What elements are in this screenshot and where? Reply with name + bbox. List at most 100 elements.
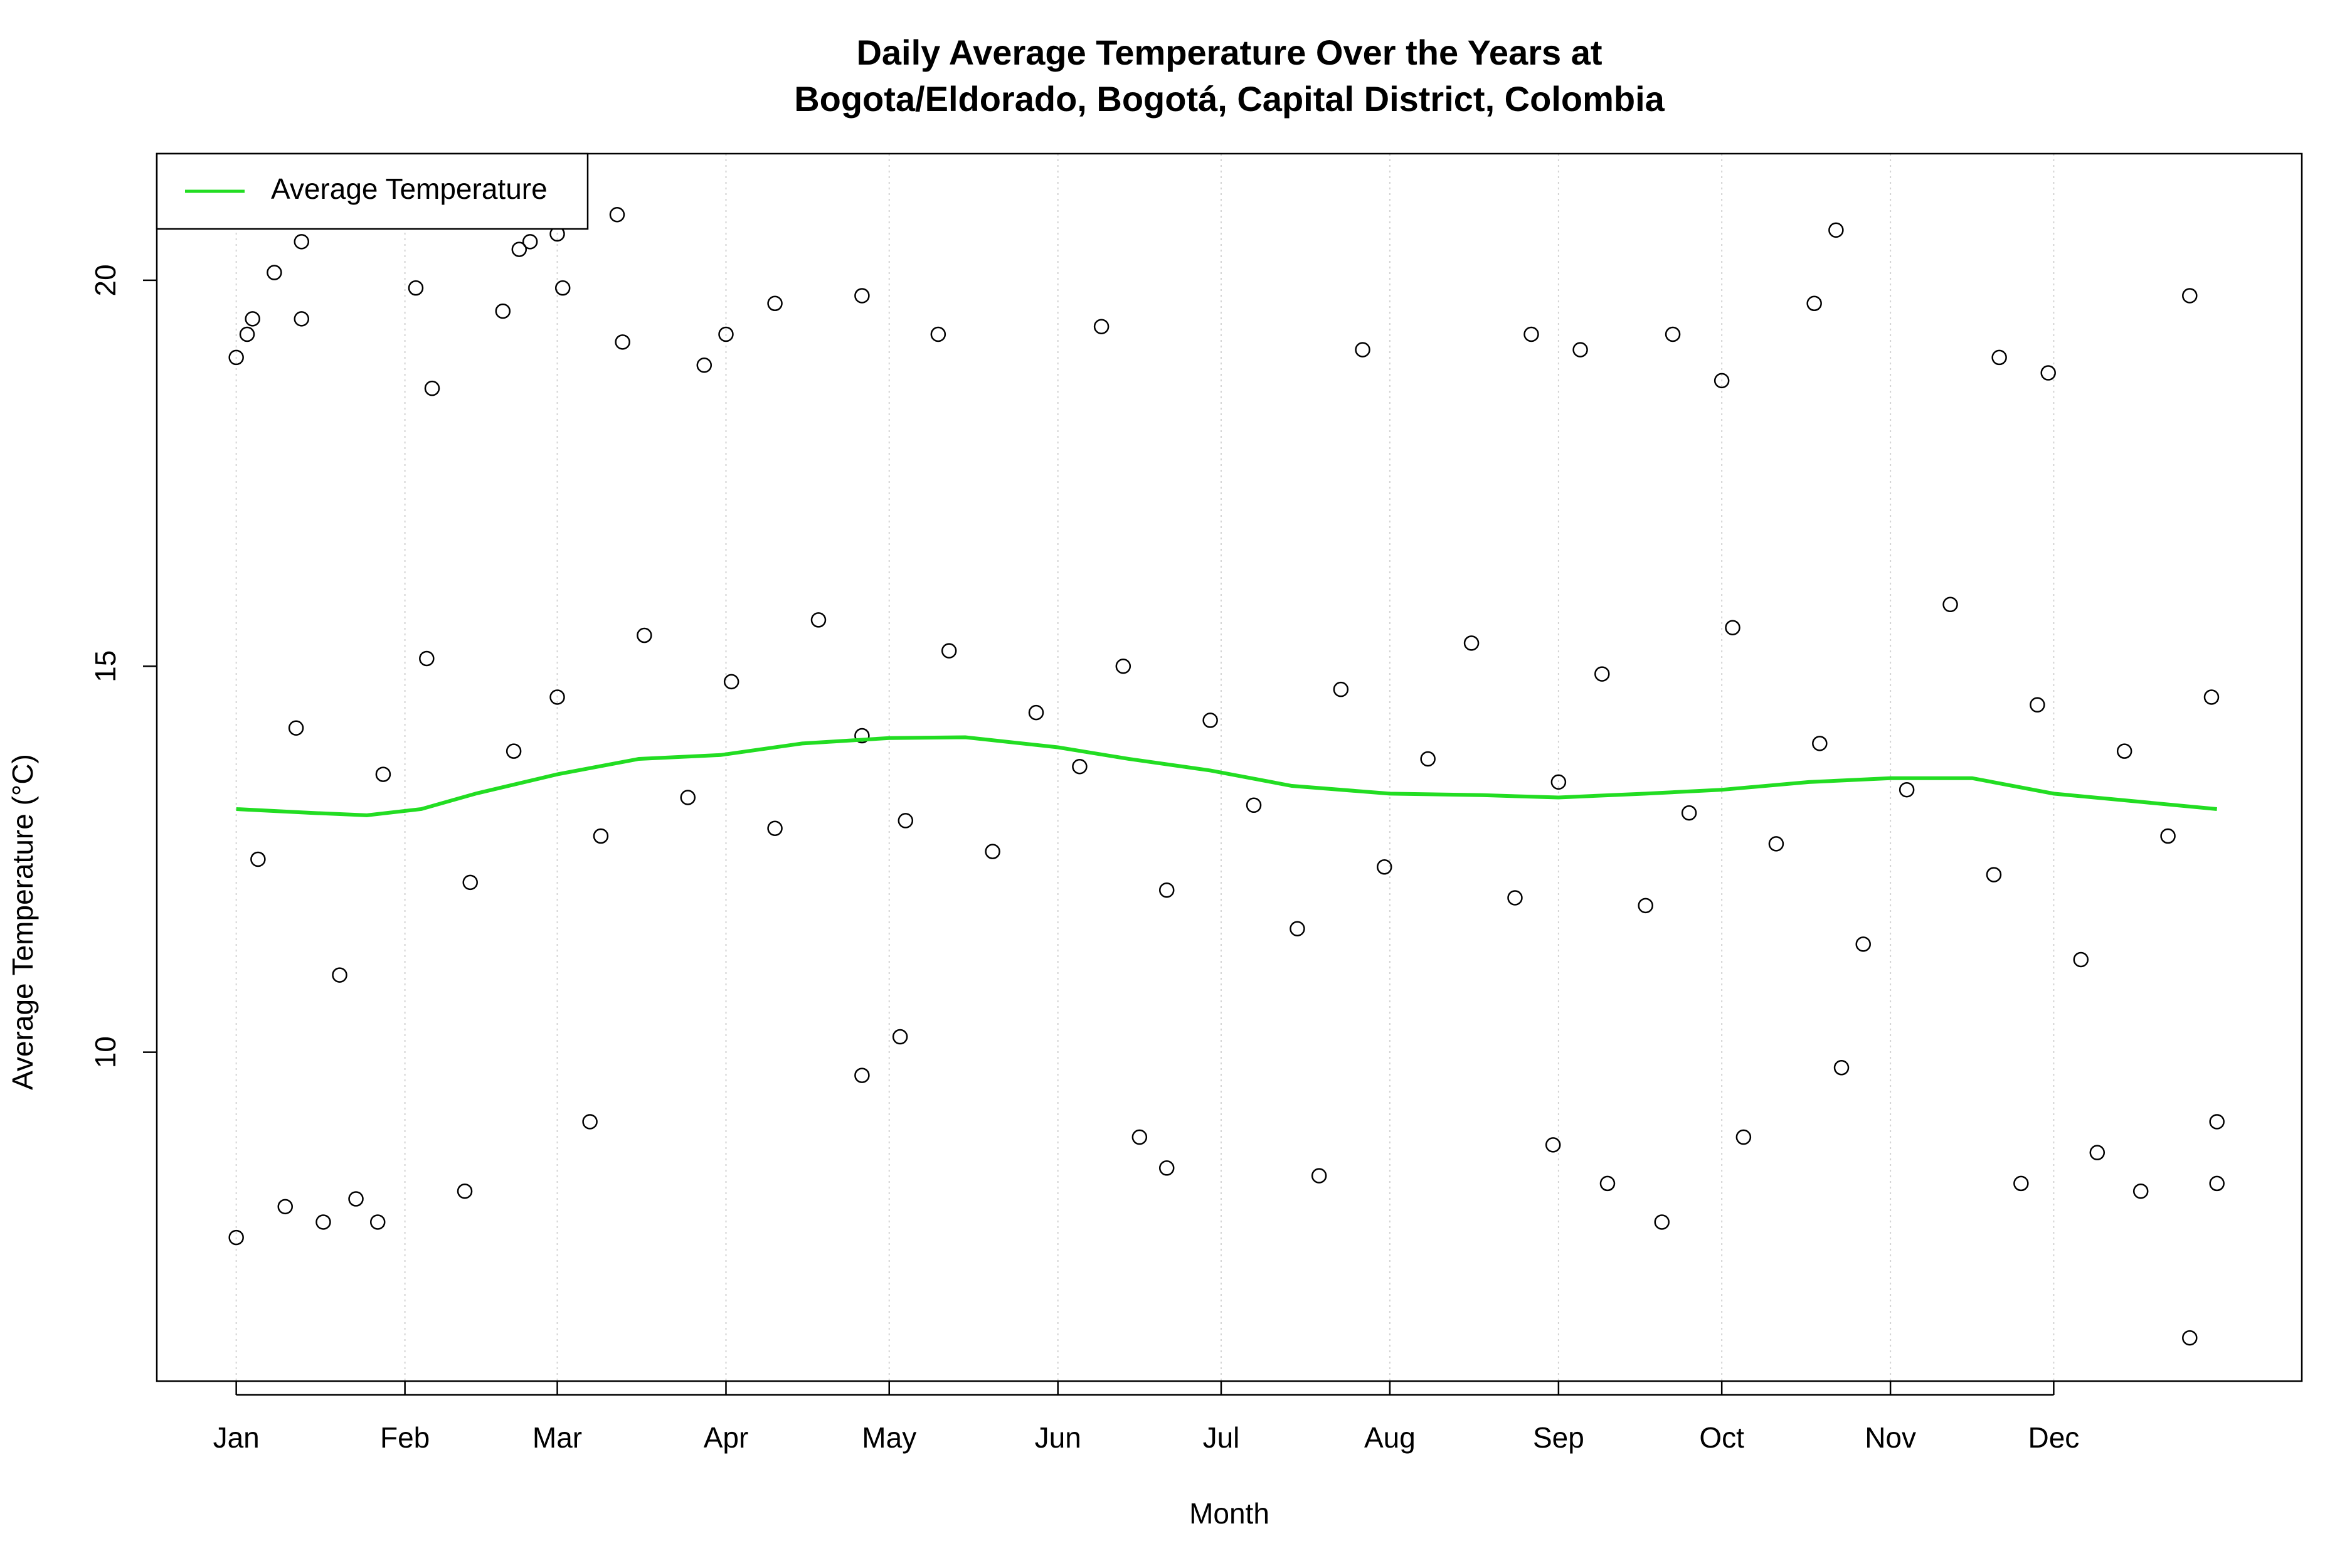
data-point — [315, 1214, 331, 1230]
data-point — [1654, 1214, 1670, 1230]
data-point — [1463, 635, 1480, 651]
data-point — [854, 728, 870, 744]
x-tick-label: Mar — [532, 1421, 582, 1454]
chart-title: Bogota/Eldorado, Bogotá, Capital Distric… — [794, 79, 1665, 119]
data-point — [1420, 751, 1436, 767]
data-point — [1735, 1129, 1752, 1145]
data-point — [941, 643, 957, 659]
data-point — [1311, 1168, 1327, 1184]
data-point — [718, 326, 734, 342]
data-point — [1131, 1129, 1148, 1145]
data-point — [1550, 774, 1567, 790]
data-point — [680, 790, 696, 805]
data-point — [408, 280, 424, 296]
x-tick-label: Oct — [1699, 1421, 1744, 1454]
x-tick-label: Nov — [1865, 1421, 1916, 1454]
data-point — [1986, 867, 2002, 882]
data-point — [495, 303, 511, 319]
data-point — [2030, 697, 2045, 713]
data-point — [250, 851, 266, 867]
data-point — [1899, 781, 1915, 798]
data-point — [1290, 921, 1305, 936]
data-point — [609, 206, 625, 223]
chart-title: Daily Average Temperature Over the Years… — [856, 33, 1602, 72]
data-point — [332, 967, 347, 983]
data-point — [245, 311, 260, 327]
data-point — [1942, 596, 1958, 613]
data-point — [2182, 288, 2198, 304]
data-point — [1507, 890, 1523, 906]
data-point — [239, 326, 255, 342]
data-point — [615, 334, 630, 350]
data-point — [1158, 1160, 1175, 1176]
data-point — [1377, 859, 1392, 875]
x-tick-label: May — [862, 1421, 916, 1454]
data-point — [2073, 951, 2089, 968]
data-point — [1681, 805, 1697, 821]
x-tick-label: Feb — [380, 1421, 430, 1454]
data-point — [696, 357, 712, 373]
data-point — [462, 874, 478, 891]
data-point — [228, 349, 244, 366]
data-point — [549, 689, 565, 705]
data-point — [1158, 882, 1175, 898]
y-axis-label: Average Temperature (°C) — [6, 754, 39, 1090]
data-point — [1572, 342, 1588, 358]
data-point — [767, 295, 783, 312]
data-point — [2209, 1114, 2225, 1130]
data-point — [1665, 326, 1681, 342]
data-point — [1355, 342, 1370, 358]
x-tick-label: Aug — [1364, 1421, 1416, 1454]
data-point — [2209, 1175, 2225, 1192]
data-point — [506, 743, 522, 759]
data-point — [348, 1191, 364, 1207]
data-point — [1093, 319, 1110, 334]
data-point — [419, 650, 435, 667]
data-point — [1545, 1137, 1561, 1153]
data-point — [2203, 689, 2220, 705]
data-point — [1523, 326, 1539, 342]
data-point — [898, 813, 914, 829]
data-point — [1594, 666, 1610, 682]
data-point — [2040, 365, 2056, 381]
data-point — [288, 720, 304, 736]
data-point — [1714, 373, 1730, 389]
x-tick-label: Jul — [1203, 1421, 1240, 1454]
data-point — [1333, 681, 1349, 697]
x-tick-label: Jun — [1035, 1421, 1081, 1454]
data-point — [1768, 836, 1784, 852]
data-point — [457, 1183, 473, 1199]
data-point — [277, 1199, 293, 1215]
data-point — [424, 380, 440, 396]
data-point — [810, 612, 827, 628]
data-point — [1833, 1060, 1850, 1076]
x-tick-label: Dec — [2028, 1421, 2079, 1454]
data-point — [554, 280, 571, 296]
data-point — [1725, 620, 1740, 635]
data-point — [582, 1114, 598, 1130]
data-point — [1855, 936, 1871, 952]
data-point — [854, 1067, 870, 1083]
data-point — [2089, 1145, 2106, 1160]
x-tick-label: Sep — [1533, 1421, 1584, 1454]
x-axis-label: Month — [1189, 1497, 1269, 1530]
data-point — [369, 1214, 386, 1230]
data-point — [2160, 828, 2176, 844]
data-point — [1638, 898, 1653, 914]
x-tick-label: Jan — [213, 1421, 260, 1454]
data-point — [2116, 743, 2132, 759]
plot-frame — [156, 152, 2303, 1382]
average-line — [236, 735, 2217, 817]
data-point — [2182, 1330, 2198, 1346]
data-point — [767, 820, 783, 836]
data-point — [985, 844, 1000, 859]
data-point — [375, 766, 391, 782]
data-point — [228, 1229, 244, 1246]
y-tick-label: 20 — [89, 264, 122, 296]
data-point — [294, 311, 310, 327]
x-tick-label: Apr — [704, 1421, 749, 1454]
data-point — [1812, 736, 1828, 751]
